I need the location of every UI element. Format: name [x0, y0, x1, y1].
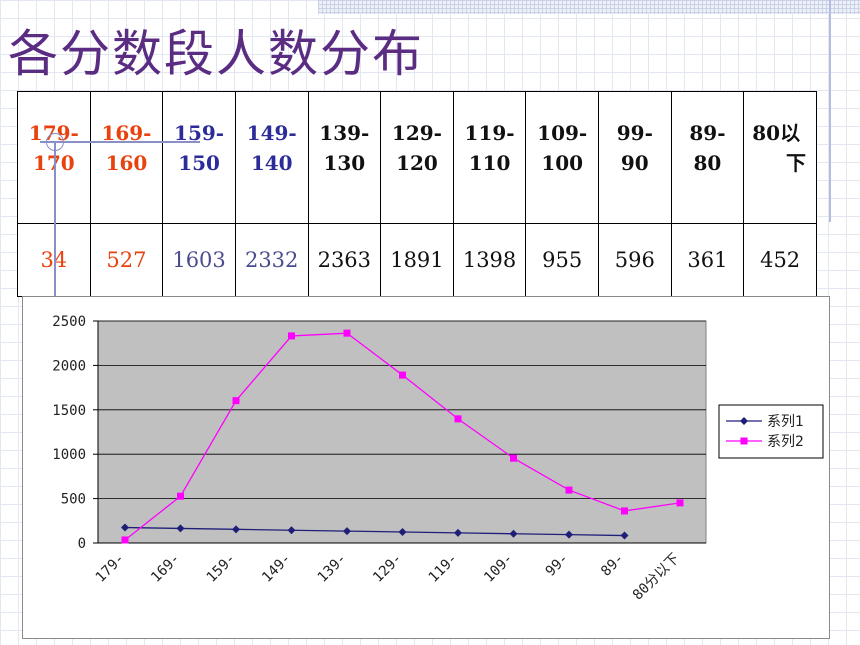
header-line2: 130 [323, 151, 366, 175]
x-tick-label: 159- [204, 551, 239, 586]
legend-label: 系列1 [767, 414, 804, 430]
header-line1: 149- [246, 121, 297, 145]
data-point [509, 529, 518, 538]
data-point [510, 454, 517, 462]
header-line1: 109- [537, 121, 588, 145]
table-header-cell: 159- 150 [162, 91, 236, 224]
table-header-cell: 139- 130 [307, 91, 382, 224]
header-line1: 119- [464, 121, 515, 145]
legend-box [718, 404, 824, 459]
table-value-cell: 452 [743, 223, 817, 297]
header-line2: 160 [105, 151, 148, 175]
header-line1: 80以 [752, 121, 801, 145]
header-line1: 99- [616, 121, 653, 145]
header-line2: 140 [250, 151, 293, 175]
x-tick-label: 109- [481, 551, 516, 586]
table-header-cell: 99- 90 [598, 91, 672, 224]
header-line2: 下 [786, 151, 806, 175]
y-tick-label: 1000 [52, 447, 86, 463]
x-tick-label: 80分以下 [630, 551, 683, 604]
table-value-cell: 361 [670, 223, 745, 297]
data-point [121, 536, 129, 544]
data-point [565, 530, 573, 539]
y-tick-label: 2000 [52, 358, 86, 374]
y-tick-label: 0 [78, 536, 86, 552]
header-line2: 150 [178, 151, 220, 175]
plot-area [97, 320, 707, 544]
table-header-cell: 119- 110 [452, 91, 527, 224]
table-header-cell: 89- 80 [670, 91, 745, 224]
y-tick-label: 500 [61, 492, 86, 508]
table-header-cell: 129- 120 [380, 91, 454, 224]
header-line2: 80 [693, 151, 722, 175]
score-distribution-table: 179-170169-160159-150149-140139-130129-1… [17, 91, 817, 297]
data-point [398, 527, 407, 536]
table-value-cell: 596 [598, 223, 672, 297]
table-value-cell: 1398 [452, 223, 527, 297]
x-tick-label: 119- [426, 551, 461, 586]
table-value-cell: 34 [17, 223, 91, 297]
x-tick-label: 149- [259, 551, 294, 586]
series-line [124, 526, 625, 537]
x-tick-label: 99- [543, 551, 572, 580]
data-point [343, 527, 351, 536]
header-line2: 110 [468, 151, 511, 175]
header-line1: 89- [689, 121, 726, 145]
data-point [176, 524, 185, 533]
header-line2: 170 [33, 151, 75, 175]
table-value-row: 3452716032332236318911398955596361452 [17, 223, 817, 297]
header-line2: 120 [396, 151, 438, 175]
table-value-cell: 2332 [234, 223, 309, 297]
line-chart: 0 500 1000 1500 2000 2500 179- 169- 159- 149- 139-… [22, 296, 830, 639]
data-point [177, 492, 184, 500]
data-point [676, 499, 684, 507]
data-point [565, 486, 573, 494]
data-point [620, 531, 629, 540]
legend-marker [740, 417, 748, 425]
table-value-cell: 527 [89, 223, 164, 297]
data-point [454, 528, 462, 537]
data-point [399, 371, 406, 379]
data-point [287, 526, 296, 535]
x-tick-label: 169- [148, 551, 183, 586]
page-title: 各分数段人数分布 [8, 25, 424, 83]
data-point [232, 525, 240, 534]
data-point [621, 507, 628, 515]
data-point [454, 415, 462, 423]
table-header-cell: 179-170 [17, 91, 91, 224]
table-header-cell: 109- 100 [525, 91, 599, 224]
table-header-cell: 149- 140 [234, 91, 309, 224]
x-tick-label: 89- [598, 551, 627, 580]
legend-label: 系列2 [767, 434, 804, 450]
table-header-cell: 80以下 [743, 91, 817, 224]
y-tick-label: 2500 [52, 314, 86, 330]
table-header-row: 179-170169-160159-150149-140139-130129-1… [17, 91, 817, 224]
table-value-cell: 1603 [162, 223, 236, 297]
x-tick-label: 179- [93, 551, 128, 586]
annotation-line-vertical [54, 141, 56, 296]
table-value-cell: 2363 [307, 223, 382, 297]
data-point [343, 329, 351, 337]
table-value-cell: 1891 [380, 223, 454, 297]
header-line2: 90 [620, 151, 649, 175]
x-tick-label: 139- [315, 551, 350, 586]
y-tick-label: 1500 [52, 403, 86, 419]
decorative-top-band [318, 0, 860, 14]
chart-svg: 0 500 1000 1500 2000 2500 179- 169- 159- 149- 139-… [52, 314, 824, 604]
legend-marker [740, 437, 748, 445]
data-point [232, 397, 240, 405]
data-point [121, 523, 129, 532]
table-header-cell: 169- 160 [89, 91, 164, 224]
table-value-cell: 955 [525, 223, 599, 297]
decorative-right-line [829, 0, 831, 222]
header-line1: 139- [319, 121, 370, 145]
annotation-circle-icon [46, 133, 64, 151]
header-line2: 100 [541, 151, 584, 175]
x-tick-label: 129- [370, 551, 405, 586]
header-line1: 129- [391, 121, 442, 145]
data-point [288, 332, 295, 340]
annotation-line-horizontal [40, 141, 200, 143]
